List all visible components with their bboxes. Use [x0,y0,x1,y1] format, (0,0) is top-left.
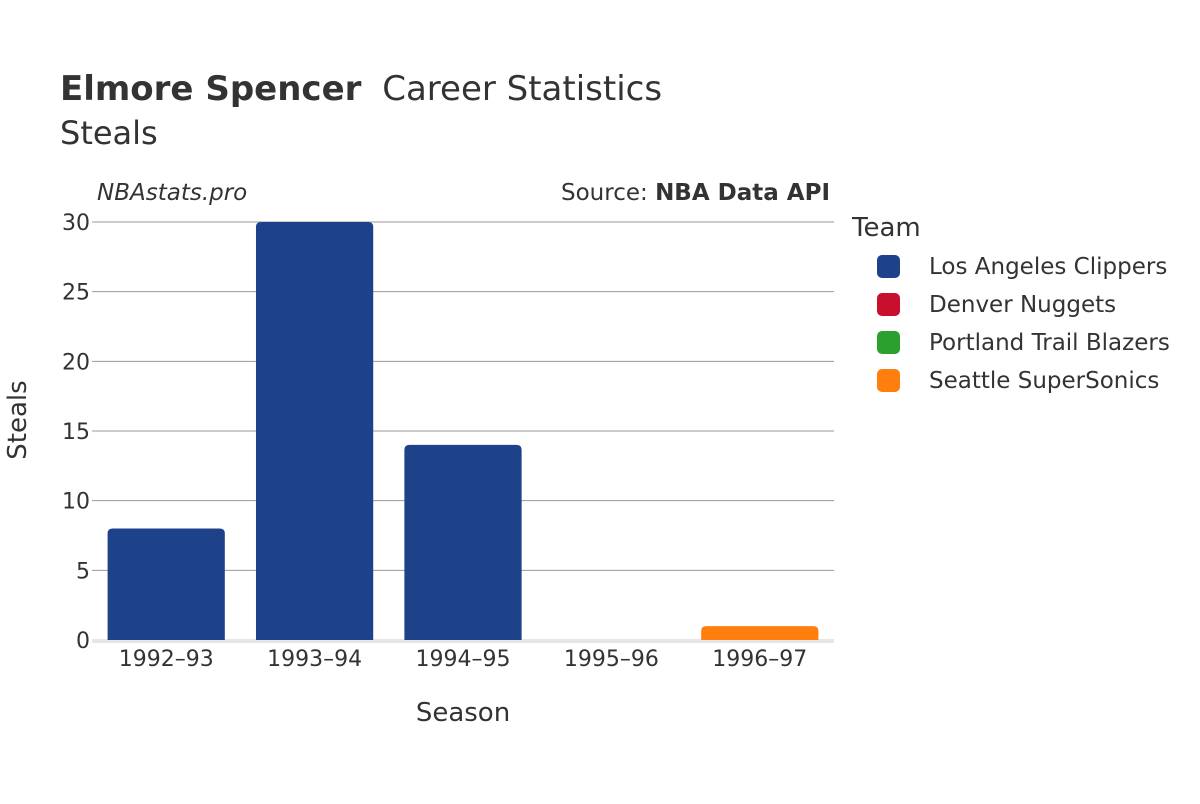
y-tick-label: 5 [76,559,90,584]
y-tick-label: 10 [62,490,90,515]
chart-title-bold: Elmore Spencer [60,69,362,109]
bar-1994–95[interactable] [404,444,522,640]
y-tick-label: 25 [62,281,90,306]
x-tick-label: 1993–94 [267,647,362,672]
legend: Los Angeles Clippers Denver Nuggets Portla… [877,254,1170,394]
legend-swatch [877,331,900,354]
source-name: NBA Data API [655,180,830,206]
bar-1992–93[interactable] [107,528,225,640]
x-tick-labels: 1992–93 1993–94 1994–95 1995–96 1996–97 [119,647,808,672]
legend-label[interactable]: Los Angeles Clippers [929,254,1167,280]
watermark: NBAstats.pro [97,180,247,206]
x-tick-label: 1992–93 [119,647,214,672]
y-tick-label: 20 [62,350,90,375]
legend-title: Team [851,213,921,243]
legend-label[interactable]: Portland Trail Blazers [929,330,1170,356]
y-tick-label: 15 [62,420,90,445]
y-axis-title: Steals [3,380,33,459]
y-tick-label: 30 [62,211,90,236]
gridlines [92,221,834,643]
legend-swatch [877,255,900,278]
y-tick-labels: 0 5 10 15 20 25 30 [62,211,90,654]
legend-label[interactable]: Seattle SuperSonics [929,368,1159,394]
chart-title: Elmore Spencer Career Statistics [60,69,662,109]
x-tick-label: 1994–95 [416,647,511,672]
bar-1993–94[interactable] [255,222,374,640]
source-credit: Source: NBA Data API [561,180,830,206]
legend-swatch [877,369,900,392]
bar-1996–97[interactable] [701,626,819,640]
chart-subtitle: Steals [60,114,158,152]
x-tick-label: 1996–97 [712,647,807,672]
x-tick-label: 1995–96 [564,647,659,672]
legend-swatch [877,293,900,316]
bars [107,222,819,640]
chart-title-rest: Career Statistics [382,69,662,109]
y-tick-label: 0 [76,629,90,654]
source-prefix: Source: [561,180,655,206]
x-axis-title: Season [416,698,510,728]
legend-label[interactable]: Denver Nuggets [929,292,1116,318]
